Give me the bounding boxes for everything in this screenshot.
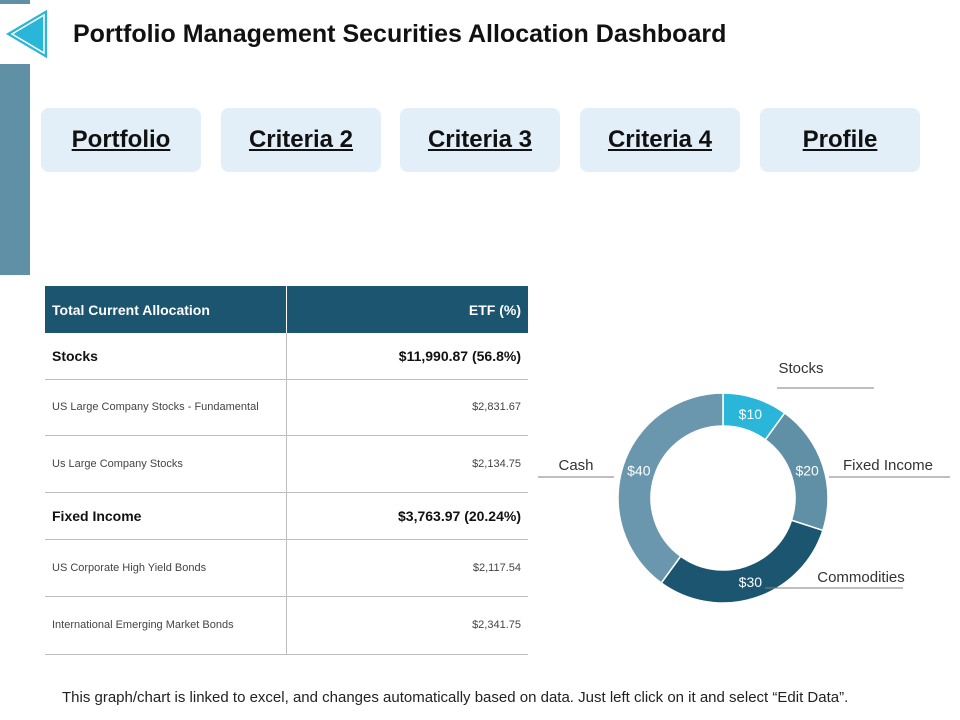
header-etf: ETF (%) [286, 286, 528, 333]
row-label: US Corporate High Yield Bonds [45, 539, 287, 597]
table-row: Stocks $11,990.87 (56.8%) [45, 333, 528, 380]
donut-slices [617, 392, 829, 604]
row-label: US Large Company Stocks - Fundamental [45, 379, 287, 436]
page-title: Portfolio Management Securities Allocati… [73, 20, 727, 48]
category-label-fixed-income: Fixed Income [843, 457, 933, 474]
row-label: Fixed Income [45, 492, 287, 540]
category-label-stocks: Stocks [778, 360, 823, 377]
header-total-current-allocation: Total Current Allocation [45, 286, 287, 333]
row-value: $11,990.87 (56.8%) [286, 333, 528, 380]
row-label: International Emerging Market Bonds [45, 596, 287, 655]
allocation-table: Total Current Allocation ETF (%) Stocks … [45, 286, 528, 655]
row-label: Stocks [45, 333, 287, 380]
logo [0, 4, 60, 64]
tab-criteria-4[interactable]: Criteria 4 [580, 108, 740, 172]
row-value: $2,117.54 [286, 539, 528, 597]
data-label-fixed-income: $20 [795, 463, 819, 479]
row-value: $2,341.75 [286, 596, 528, 655]
category-label-commodities: Commodities [817, 569, 905, 586]
tab-profile[interactable]: Profile [760, 108, 920, 172]
donut-slice-cash [617, 392, 724, 584]
tab-portfolio[interactable]: Portfolio [41, 108, 201, 172]
footer-note: This graph/chart is linked to excel, and… [62, 689, 849, 706]
data-label-cash: $40 [627, 463, 651, 479]
play-triangle-icon [2, 6, 49, 62]
donut-slice-commodities [660, 519, 824, 604]
row-value: $3,763.97 (20.24%) [286, 492, 528, 540]
table-row: US Large Company Stocks - Fundamental $2… [45, 379, 528, 436]
row-value: $2,134.75 [286, 435, 528, 493]
tab-criteria-2[interactable]: Criteria 2 [221, 108, 381, 172]
data-label-commodities: $30 [739, 574, 763, 590]
tab-criteria-3[interactable]: Criteria 3 [400, 108, 560, 172]
donut-labels: $10 $20 $30 $40 [627, 406, 819, 590]
table-header-row: Total Current Allocation ETF (%) [45, 286, 528, 333]
table-row: Us Large Company Stocks $2,134.75 [45, 435, 528, 493]
category-label-cash: Cash [558, 457, 593, 474]
table-row: Fixed Income $3,763.97 (20.24%) [45, 492, 528, 540]
table-row: US Corporate High Yield Bonds $2,117.54 [45, 539, 528, 597]
data-label-stocks: $10 [739, 406, 763, 422]
table-row: International Emerging Market Bonds $2,3… [45, 596, 528, 655]
donut-leaders: Stocks Fixed Income Commodities Cash [538, 360, 950, 589]
row-label: Us Large Company Stocks [45, 435, 287, 493]
row-value: $2,831.67 [286, 379, 528, 436]
